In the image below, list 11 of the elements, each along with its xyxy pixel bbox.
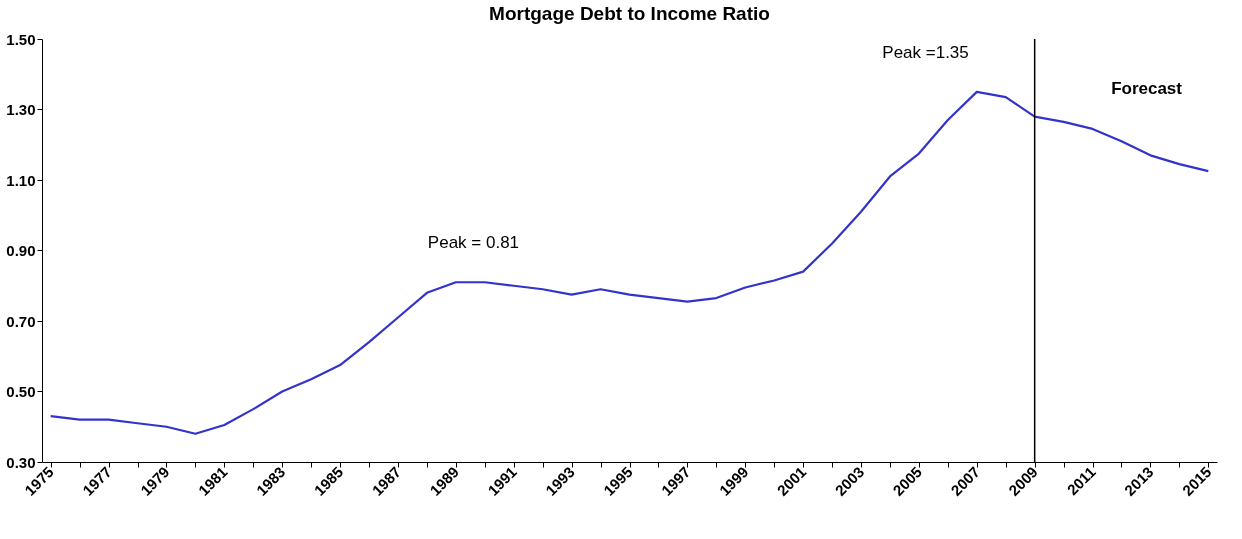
y-tick-label: 0.90: [6, 242, 36, 259]
y-tick-label: 0.30: [6, 453, 36, 471]
annotation: Forecast: [1111, 79, 1183, 98]
y-tick-label: 0.70: [6, 312, 36, 330]
y-tick-label: 0.50: [6, 383, 36, 400]
annotation: Peak = 0.81: [427, 233, 520, 253]
y-tick-label: 1.30: [6, 101, 36, 118]
chart-title: Mortgage Debt to Income Ratio: [489, 3, 770, 24]
y-tick-label: 1.10: [6, 171, 36, 189]
y-tick-label: 1.50: [6, 30, 36, 48]
annotation: Peak =1.35: [882, 42, 969, 62]
